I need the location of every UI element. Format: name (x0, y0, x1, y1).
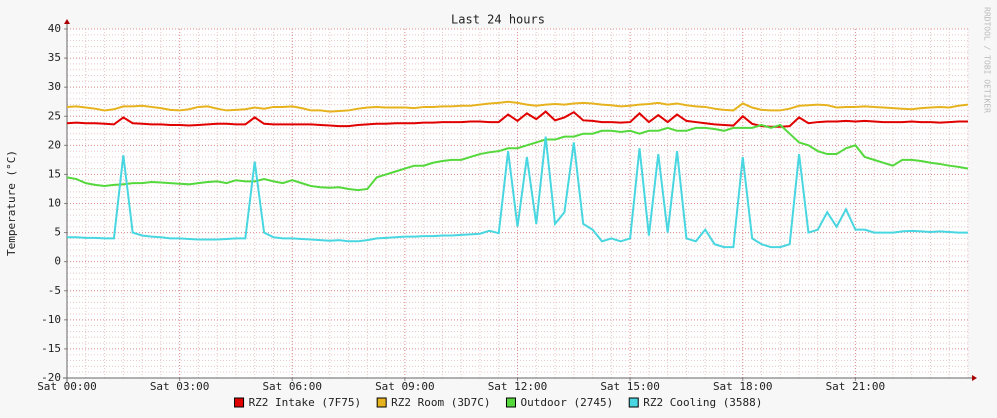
series-line (66, 110, 968, 128)
legend-swatch (506, 397, 516, 408)
y-axis-arrow (64, 19, 70, 24)
x-tick-label: Sat 18:00 (713, 380, 773, 393)
legend-swatch (628, 397, 639, 408)
x-tick-label: Sat 15:00 (600, 380, 660, 393)
x-tick-label: Sat 12:00 (488, 380, 548, 393)
y-axis-label: Temperature (°C) (5, 150, 18, 256)
y-tick-label: 35 (48, 51, 61, 64)
y-tick-label: 40 (48, 22, 61, 35)
legend-label: Outdoor (2745) (521, 396, 614, 409)
series-line (66, 100, 969, 113)
x-tick-label: Sat 09:00 (375, 380, 435, 393)
y-tick-label: 15 (48, 167, 61, 180)
legend-label: RZ2 Room (3D7C) (391, 396, 490, 409)
legend-label: RZ2 Cooling (3588) (643, 396, 762, 409)
x-tick-label: Sat 00:00 (37, 380, 97, 393)
y-tick-label: -10 (41, 313, 61, 326)
x-tick-label: Sat 03:00 (150, 380, 210, 393)
y-tick-label: 10 (48, 197, 61, 210)
series-line (67, 136, 968, 249)
legend-swatch (376, 397, 387, 408)
y-tick-label: 25 (48, 109, 61, 122)
legend-label: RZ2 Intake (7F75) (249, 396, 362, 409)
y-tick-label: 0 (54, 255, 61, 268)
chart-title: Last 24 hours (451, 13, 545, 27)
y-tick-label: -15 (41, 342, 61, 355)
x-tick-label: Sat 06:00 (262, 380, 322, 393)
x-tick-label: Sat 21:00 (826, 380, 886, 393)
x-axis-arrow (972, 375, 977, 381)
y-tick-label: 30 (48, 80, 61, 93)
y-tick-label: 5 (54, 226, 61, 239)
y-tick-label: -5 (48, 284, 61, 297)
y-tick-label: -20 (41, 371, 61, 384)
series-line (66, 123, 969, 192)
legend-swatch (234, 397, 245, 408)
y-tick-label: 20 (48, 138, 61, 151)
watermark: RRDTOOL / TOBI OETIKER (983, 7, 992, 113)
